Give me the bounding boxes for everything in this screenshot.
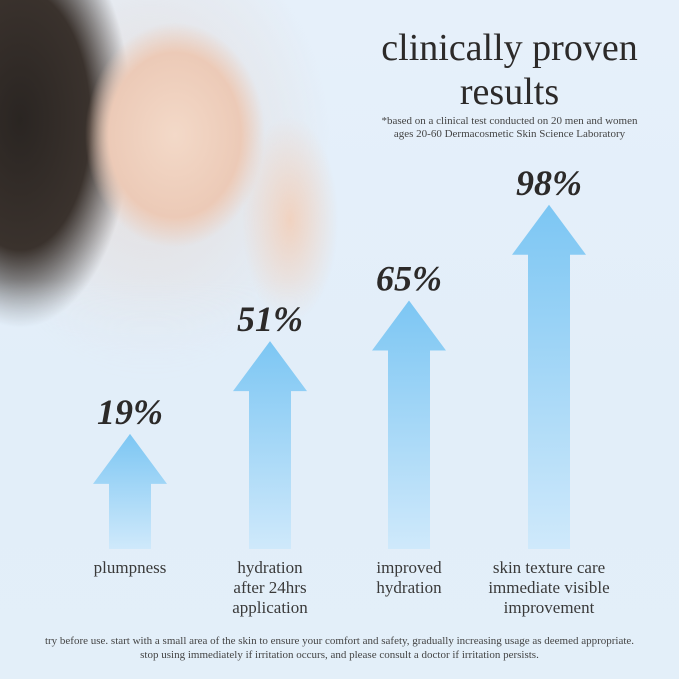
- disclaimer-line-1: try before use. start with a small area …: [44, 635, 635, 647]
- category-label-2: hydration after 24hrs application: [185, 558, 355, 618]
- category-label-line: immediate visible: [488, 578, 610, 597]
- title-line-1: clinically proven: [381, 27, 638, 69]
- value-label-2: 51%: [237, 299, 303, 339]
- category-label-line: improved: [376, 558, 442, 577]
- category-label-line: hydration: [376, 578, 442, 597]
- category-label-4: skin texture care immediate visible improv…: [464, 558, 634, 618]
- category-label-line: skin texture care: [492, 558, 606, 577]
- arrow-bar-4: [512, 204, 586, 550]
- value-label-3: 65%: [376, 259, 442, 299]
- note-line-2: ages 20-60 Dermacosmetic Skin Science La…: [393, 128, 626, 140]
- note-line-1: *based on a clinical test conducted on 2…: [381, 115, 638, 127]
- category-label-line: hydration: [237, 558, 303, 577]
- arrow-bar-3: [372, 300, 446, 549]
- arrow-bar-2: [233, 341, 307, 549]
- category-label-line: after 24hrs: [233, 578, 307, 597]
- title-line-2: results: [459, 71, 560, 113]
- category-label-line: improvement: [503, 598, 595, 617]
- category-label-1: plumpness: [45, 558, 215, 578]
- value-label-1: 19%: [97, 392, 163, 432]
- arrow-bar-1: [93, 433, 167, 549]
- disclaimer: try before use. start with a small area …: [0, 634, 679, 662]
- page-title: clinically proven results: [340, 26, 679, 114]
- category-label-line: plumpness: [93, 558, 167, 577]
- disclaimer-line-2: stop using immediately if irritation occ…: [140, 649, 539, 661]
- category-label-3: improved hydration: [324, 558, 494, 598]
- category-label-line: application: [232, 598, 308, 617]
- study-note: *based on a clinical test conducted on 2…: [340, 115, 679, 141]
- model-photo: [0, 0, 340, 400]
- value-label-4: 98%: [516, 163, 582, 203]
